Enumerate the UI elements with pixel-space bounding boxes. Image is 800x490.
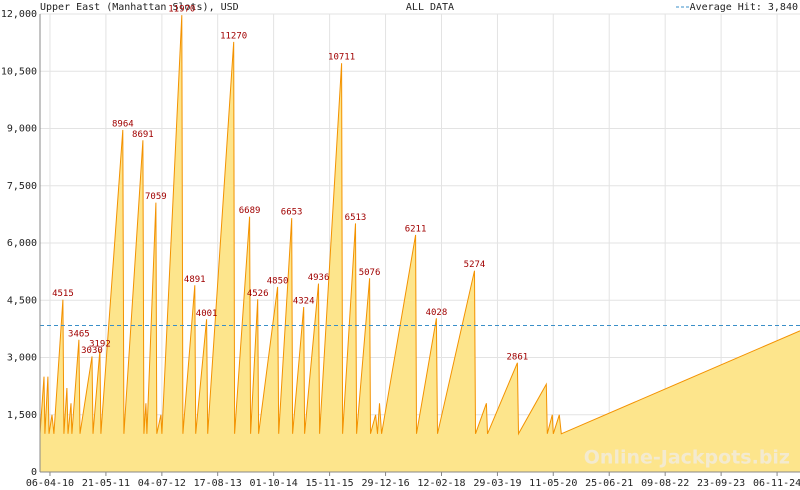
x-tick-label: 01-10-14 [250, 478, 298, 489]
area [40, 15, 800, 472]
value-label: 4028 [426, 308, 448, 318]
value-label: 6653 [281, 208, 303, 218]
x-tick-label: 09-08-22 [641, 478, 689, 489]
x-tick-label: 06-11-24 [753, 478, 800, 489]
value-label: 6689 [239, 206, 261, 216]
x-tick-label: 23-09-23 [697, 478, 745, 489]
legend-label: Average Hit: 3,840 [690, 2, 798, 13]
x-tick-label: 12-02-18 [417, 478, 465, 489]
watermark: Online-Jackpots.biz [584, 447, 790, 469]
x-tick-label: 25-06-21 [585, 478, 633, 489]
x-tick-label: 15-11-15 [306, 478, 354, 489]
value-label: 5274 [464, 260, 486, 270]
y-tick-label: 6,000 [7, 238, 37, 249]
x-tick-label: 06-04-10 [26, 478, 74, 489]
value-label: 6513 [345, 213, 367, 223]
value-label: 3465 [68, 329, 90, 339]
y-tick-label: 4,500 [7, 295, 37, 306]
value-label: 4515 [52, 289, 74, 299]
y-tick-label: 10,500 [1, 66, 37, 77]
value-label: 8691 [132, 130, 154, 140]
value-label: 3030 [81, 346, 103, 356]
value-label: 4936 [308, 273, 330, 283]
value-label: 4526 [247, 289, 269, 299]
y-tick-label: 0 [31, 467, 37, 478]
value-label: 7059 [145, 192, 167, 202]
value-label: 4001 [196, 309, 218, 319]
value-label: 2861 [507, 352, 529, 362]
value-label: 6211 [405, 224, 427, 234]
y-tick-label: 9,000 [7, 124, 37, 135]
x-tick-label: 29-03-19 [473, 478, 521, 489]
y-tick-label: 1,500 [7, 410, 37, 421]
y-tick-label: 3,000 [7, 353, 37, 364]
y-tick-label: 7,500 [7, 181, 37, 192]
value-label: 8964 [112, 119, 134, 129]
chart-title: Upper East (Manhattan Slots), USD [40, 2, 239, 13]
value-label: 4891 [184, 275, 206, 285]
value-label: 10711 [328, 53, 355, 63]
value-label: 5076 [359, 268, 381, 278]
y-tick-label: 12,000 [1, 9, 37, 20]
value-label: 11970 [168, 5, 195, 15]
value-label: 11270 [220, 31, 247, 41]
x-tick-label: 11-05-20 [529, 478, 577, 489]
value-label: 3192 [89, 340, 111, 350]
x-tick-label: 29-12-16 [361, 478, 409, 489]
value-label: 4850 [267, 276, 289, 286]
x-tick-label: 04-07-12 [138, 478, 186, 489]
chart-subtitle: ALL DATA [406, 2, 454, 13]
x-tick-label: 17-08-13 [194, 478, 242, 489]
value-label: 4324 [293, 296, 315, 306]
x-tick-label: 21-05-11 [82, 478, 130, 489]
